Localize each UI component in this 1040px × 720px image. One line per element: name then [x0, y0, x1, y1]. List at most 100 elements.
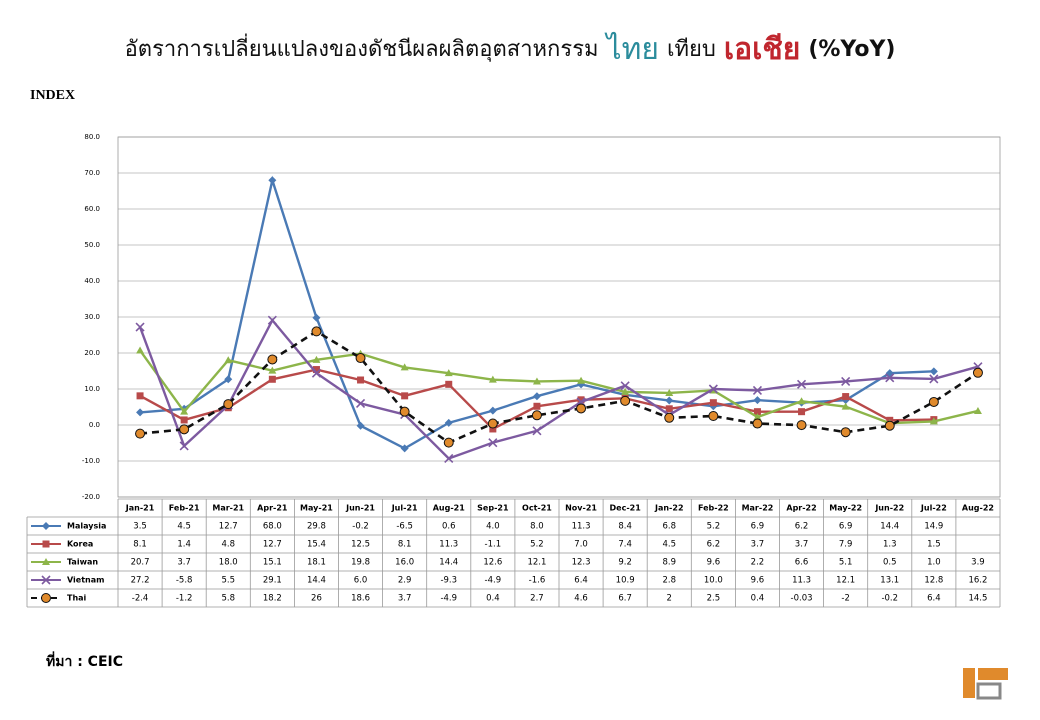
table-value: 14.4: [307, 576, 326, 586]
marker: [224, 356, 233, 364]
table-value: 12.7: [219, 522, 238, 532]
y-tick-label: 80.0: [84, 133, 100, 141]
marker: [531, 410, 542, 421]
marker: [445, 380, 453, 388]
marker: [268, 375, 276, 383]
legend-label: Vietnam: [67, 576, 104, 585]
table-value: 14.5: [968, 594, 987, 604]
marker: [708, 411, 719, 421]
table-value: -1.2: [176, 594, 193, 604]
marker: [223, 399, 234, 410]
logo: [963, 668, 1008, 700]
table-value: 2.9: [398, 576, 412, 586]
table-value: 6.0: [354, 576, 368, 586]
table-value: 68.0: [263, 522, 282, 532]
table-value: 7.9: [839, 540, 853, 550]
table-value: 4.6: [574, 594, 588, 604]
table-value: 9.2: [618, 558, 632, 568]
y-tick-label: 30.0: [84, 313, 100, 321]
plot-frame: [117, 136, 1001, 498]
marker: [311, 326, 322, 337]
marker: [42, 522, 50, 530]
x-tick-label: Aug-22: [962, 504, 994, 513]
marker: [444, 453, 454, 464]
table-value: 5.2: [707, 522, 721, 532]
logo-mark: [976, 682, 1002, 700]
x-tick-label: May-22: [829, 504, 862, 513]
marker: [842, 393, 850, 401]
x-tick-label: Oct-21: [522, 504, 552, 513]
table-value: 2.5: [707, 594, 721, 604]
marker: [533, 402, 541, 410]
y-tick-label: 20.0: [84, 349, 100, 357]
table-value: 14.4: [880, 522, 899, 532]
marker: [312, 313, 321, 322]
marker: [753, 408, 761, 416]
x-tick-label: May-21: [300, 504, 333, 513]
marker: [267, 315, 277, 325]
marker: [443, 437, 454, 448]
marker: [929, 417, 938, 425]
table-value: 16.2: [968, 576, 987, 586]
marker: [753, 413, 762, 421]
marker: [42, 558, 50, 565]
marker: [135, 428, 146, 439]
marker: [929, 374, 939, 384]
y-tick-label: -20.0: [82, 493, 100, 501]
table-value: -0.2: [881, 594, 898, 604]
table-value: 0.4: [486, 594, 500, 604]
x-tick-label: Feb-21: [169, 504, 200, 513]
table-value: 0.5: [883, 558, 897, 568]
series-line: [139, 329, 979, 445]
x-tick-label: Jan-22: [654, 504, 684, 513]
table-value: 10.9: [616, 576, 635, 586]
table-value: 0.6: [442, 522, 456, 532]
x-tick-label: Mar-22: [742, 504, 774, 513]
title: อัตราการเปลี่ยนแปลงของดัชนีผลผลิตอุตสาหก…: [125, 31, 896, 67]
table-value: 1.0: [927, 558, 941, 568]
table-value: 18.6: [351, 594, 370, 604]
marker: [355, 353, 366, 364]
marker: [665, 388, 674, 396]
marker: [489, 425, 497, 433]
x-tick-label: Jan-21: [125, 504, 155, 513]
y-tick-label: -10.0: [82, 457, 100, 465]
table-value: 6.4: [574, 576, 588, 586]
y-tick-label: 40.0: [84, 277, 100, 285]
marker: [487, 418, 498, 429]
y-tick-label: 60.0: [84, 205, 100, 213]
title-part: เทียบ: [667, 37, 716, 62]
legend-label: Thai: [67, 594, 87, 603]
marker: [399, 406, 410, 417]
table-value: 12.8: [924, 576, 943, 586]
marker: [796, 379, 807, 389]
table-value: 2.7: [530, 594, 544, 604]
marker: [621, 387, 630, 395]
table-value: 18.0: [219, 558, 238, 568]
table-value: 8.0: [530, 522, 544, 532]
marker: [312, 355, 321, 363]
series-line: [139, 349, 979, 425]
marker: [136, 392, 144, 400]
table-value: 6.4: [927, 594, 941, 604]
x-tick-label: Aug-21: [433, 504, 466, 513]
marker: [135, 322, 145, 332]
table-value: -2: [841, 594, 849, 604]
legend-label: Taiwan: [67, 558, 98, 567]
marker: [709, 399, 717, 407]
marker: [798, 408, 806, 416]
title-part: อัตราการเปลี่ยนแปลงของดัชนีผลผลิตอุตสาหก…: [125, 33, 599, 62]
table-value: 7.0: [574, 540, 588, 550]
table-value: 6.9: [839, 522, 853, 532]
marker: [488, 406, 497, 415]
marker: [180, 416, 188, 424]
table-value: 26: [311, 594, 322, 604]
table-value: 3.7: [795, 540, 809, 550]
table-value: 3.5: [133, 522, 147, 532]
table-value: 6.2: [795, 522, 809, 532]
table-value: 5.5: [221, 576, 235, 586]
table-value: -6.5: [396, 522, 413, 532]
y-tick-label: 50.0: [84, 241, 100, 249]
table-value: 0.4: [751, 594, 765, 604]
marker: [488, 375, 497, 383]
